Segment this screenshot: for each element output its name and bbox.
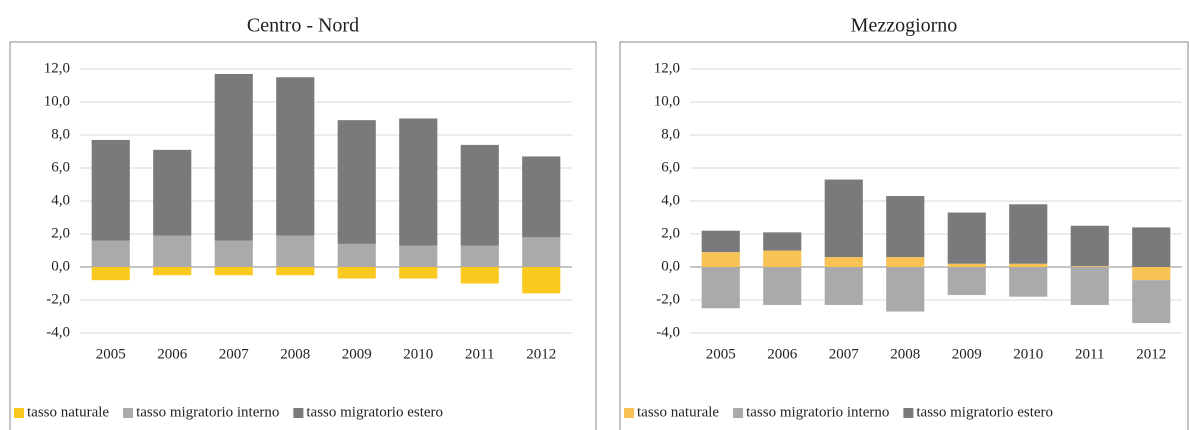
bar-segment xyxy=(947,212,986,264)
legend-label: tasso migratorio estero xyxy=(916,404,1053,420)
legend-label: tasso naturale xyxy=(27,404,109,420)
x-tick-label: 2012 xyxy=(1136,346,1166,362)
bar-segment xyxy=(1009,263,1048,267)
bar-segment xyxy=(824,267,863,305)
y-tick-label: 8,0 xyxy=(51,126,70,142)
y-tick-label: 0,0 xyxy=(51,258,70,274)
bar-segment xyxy=(824,257,863,267)
legend-label: tasso migratorio estero xyxy=(306,404,443,420)
bar-segment xyxy=(1070,267,1109,305)
y-tick-label: -4,0 xyxy=(656,324,680,340)
bar-segment xyxy=(399,118,438,246)
bar-segment xyxy=(701,252,740,267)
y-tick-label: -2,0 xyxy=(46,291,70,307)
bar-segment xyxy=(1009,204,1048,264)
y-tick-label: 2,0 xyxy=(51,225,70,241)
bar-segment xyxy=(522,267,561,294)
y-tick-label: 12,0 xyxy=(654,60,680,76)
legend-label: tasso migratorio interno xyxy=(746,404,889,420)
bar-segment xyxy=(214,73,253,241)
bar-segment xyxy=(91,240,130,267)
bar-segment xyxy=(763,232,802,251)
bar-segment xyxy=(214,267,253,276)
bar-segment xyxy=(947,267,986,296)
bar-segment xyxy=(337,120,376,244)
legend-swatch xyxy=(903,408,914,418)
y-tick-label: 8,0 xyxy=(661,126,680,142)
bar-segment xyxy=(399,267,438,279)
bar-segment xyxy=(337,243,376,267)
x-tick-label: 2011 xyxy=(1075,346,1104,362)
y-tick-label: 10,0 xyxy=(654,93,680,109)
bar-segment xyxy=(276,77,315,236)
bar-segment xyxy=(1132,267,1171,281)
bar-segment xyxy=(153,149,192,236)
bar-segment xyxy=(522,156,561,238)
bar-segment xyxy=(701,267,740,309)
bar-segment xyxy=(886,267,925,312)
bar-segment xyxy=(947,263,986,267)
bar-segment xyxy=(399,245,438,267)
legend-swatch xyxy=(123,408,134,418)
y-tick-label: 0,0 xyxy=(661,258,680,274)
bar-segment xyxy=(91,139,130,241)
legend-swatch xyxy=(733,408,744,418)
x-tick-label: 2011 xyxy=(465,346,494,362)
bar-segment xyxy=(886,196,925,258)
x-tick-label: 2006 xyxy=(767,346,798,362)
x-tick-label: 2010 xyxy=(403,346,433,362)
bar-segment xyxy=(276,235,315,267)
y-tick-label: 6,0 xyxy=(51,159,70,175)
x-tick-label: 2008 xyxy=(280,346,310,362)
chart-title: Mezzogiorno xyxy=(851,15,958,37)
y-tick-label: 4,0 xyxy=(661,192,680,208)
y-tick-label: -4,0 xyxy=(46,324,70,340)
bar-segment xyxy=(460,144,499,246)
x-tick-label: 2010 xyxy=(1013,346,1043,362)
bar-segment xyxy=(153,267,192,276)
x-tick-label: 2005 xyxy=(706,346,736,362)
x-tick-label: 2007 xyxy=(219,346,250,362)
bar-segment xyxy=(1009,267,1048,297)
bar-segment xyxy=(763,250,802,267)
bar-segment xyxy=(824,179,863,258)
bar-segment xyxy=(701,230,740,253)
x-tick-label: 2005 xyxy=(96,346,126,362)
bar-segment xyxy=(460,245,499,267)
legend-swatch xyxy=(14,408,24,418)
x-tick-label: 2009 xyxy=(952,346,982,362)
x-tick-label: 2007 xyxy=(829,346,860,362)
y-tick-label: 6,0 xyxy=(661,159,680,175)
y-tick-label: -2,0 xyxy=(656,291,680,307)
bar-segment xyxy=(886,257,925,267)
y-tick-label: 4,0 xyxy=(51,192,70,208)
x-tick-label: 2008 xyxy=(890,346,920,362)
bar-segment xyxy=(337,267,376,279)
x-tick-label: 2012 xyxy=(526,346,556,362)
bar-segment xyxy=(1132,280,1171,324)
x-tick-label: 2009 xyxy=(342,346,372,362)
x-tick-label: 2006 xyxy=(157,346,188,362)
bar-segment xyxy=(1132,227,1171,267)
legend-swatch xyxy=(293,408,304,418)
y-tick-label: 12,0 xyxy=(44,60,70,76)
bar-segment xyxy=(460,267,499,284)
chart-title: Centro - Nord xyxy=(247,15,359,37)
panel-border xyxy=(9,41,597,430)
bar-segment xyxy=(763,267,802,305)
panel-border xyxy=(619,41,1189,430)
bar-segment xyxy=(1070,225,1109,267)
legend-label: tasso naturale xyxy=(637,404,719,420)
bar-segment xyxy=(276,267,315,276)
bar-segment xyxy=(522,237,561,267)
bar-segment xyxy=(91,267,130,281)
bar-segment xyxy=(153,235,192,267)
legend-swatch xyxy=(624,408,634,418)
y-tick-label: 10,0 xyxy=(44,93,70,109)
bar-segment xyxy=(1070,266,1109,267)
legend-label: tasso migratorio interno xyxy=(136,404,279,420)
y-tick-label: 2,0 xyxy=(661,225,680,241)
bar-segment xyxy=(214,240,253,267)
